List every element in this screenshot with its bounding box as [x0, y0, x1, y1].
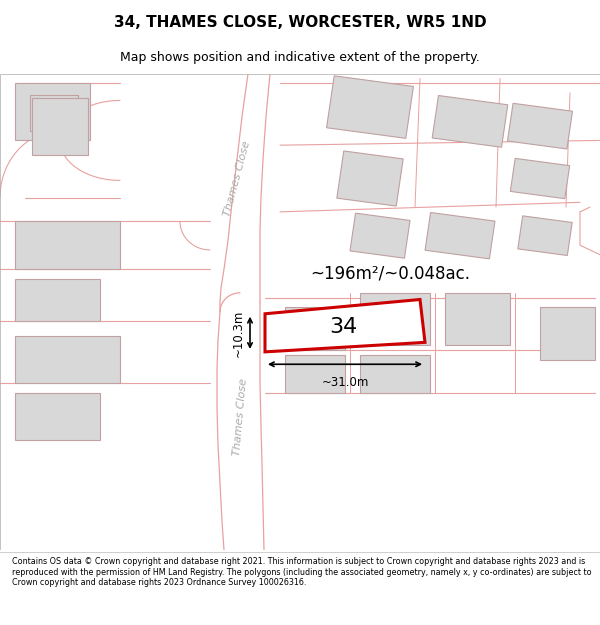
Polygon shape [432, 96, 508, 148]
Polygon shape [30, 95, 78, 131]
Text: 34: 34 [329, 317, 358, 337]
Polygon shape [285, 355, 345, 393]
Polygon shape [425, 213, 495, 259]
Polygon shape [540, 307, 595, 359]
Text: ~10.3m: ~10.3m [232, 309, 245, 356]
Text: Thames Close: Thames Close [232, 378, 248, 456]
Polygon shape [265, 299, 425, 352]
Text: Map shows position and indicative extent of the property.: Map shows position and indicative extent… [120, 51, 480, 64]
Polygon shape [508, 103, 572, 149]
Polygon shape [350, 213, 410, 258]
Polygon shape [285, 307, 345, 350]
Polygon shape [32, 98, 88, 155]
Polygon shape [360, 293, 430, 345]
Polygon shape [360, 355, 430, 393]
Text: Thames Close: Thames Close [222, 139, 252, 218]
Polygon shape [337, 151, 403, 206]
Polygon shape [326, 76, 413, 138]
Polygon shape [445, 293, 510, 345]
Text: Contains OS data © Crown copyright and database right 2021. This information is : Contains OS data © Crown copyright and d… [12, 558, 592, 588]
Text: ~31.0m: ~31.0m [322, 376, 368, 389]
Polygon shape [15, 221, 120, 269]
Polygon shape [518, 216, 572, 256]
Polygon shape [15, 336, 120, 383]
Text: 34, THAMES CLOSE, WORCESTER, WR5 1ND: 34, THAMES CLOSE, WORCESTER, WR5 1ND [113, 14, 487, 29]
Polygon shape [511, 158, 569, 199]
Polygon shape [15, 279, 100, 321]
Text: ~196m²/~0.048ac.: ~196m²/~0.048ac. [310, 265, 470, 282]
Polygon shape [15, 393, 100, 441]
Polygon shape [15, 83, 90, 141]
